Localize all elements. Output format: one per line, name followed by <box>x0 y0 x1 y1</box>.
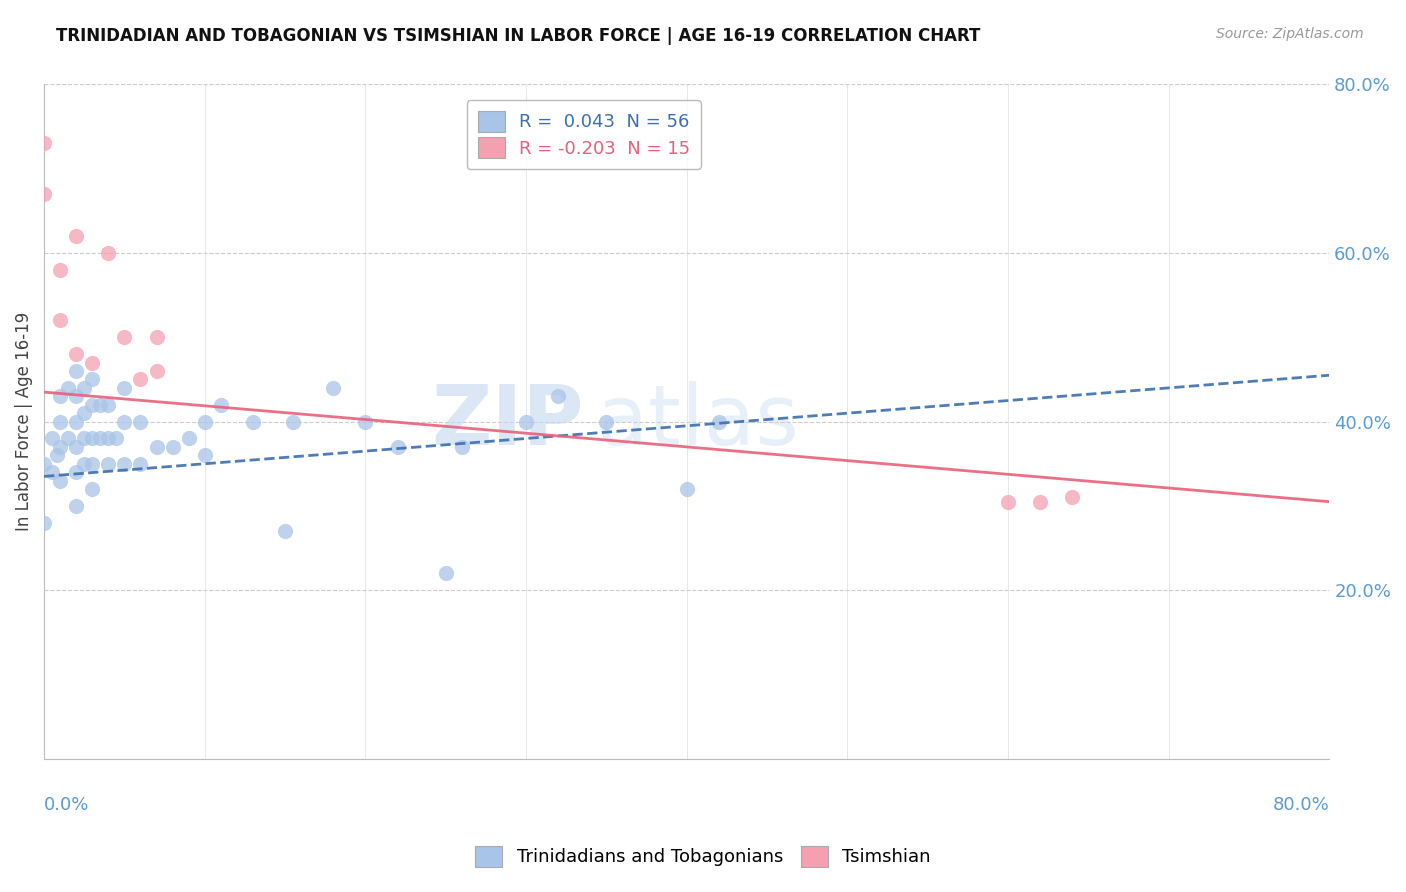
Text: 80.0%: 80.0% <box>1272 796 1329 814</box>
Text: TRINIDADIAN AND TOBAGONIAN VS TSIMSHIAN IN LABOR FORCE | AGE 16-19 CORRELATION C: TRINIDADIAN AND TOBAGONIAN VS TSIMSHIAN … <box>56 27 980 45</box>
Point <box>114 457 136 471</box>
Point <box>73 432 96 446</box>
Point <box>129 372 152 386</box>
Point <box>547 389 569 403</box>
Point <box>49 440 72 454</box>
Point <box>145 364 167 378</box>
Point <box>82 398 104 412</box>
Point <box>997 494 1019 508</box>
Point <box>65 364 87 378</box>
Point <box>194 415 217 429</box>
Point <box>274 524 297 539</box>
Point <box>97 457 120 471</box>
Point <box>450 440 472 454</box>
Point <box>1029 494 1052 508</box>
Text: Source: ZipAtlas.com: Source: ZipAtlas.com <box>1216 27 1364 41</box>
Point <box>82 482 104 496</box>
Point <box>194 448 217 462</box>
Point <box>49 474 72 488</box>
Point <box>675 482 697 496</box>
Text: 0.0%: 0.0% <box>44 796 90 814</box>
Point <box>97 246 120 260</box>
Point <box>434 566 457 581</box>
Point <box>73 406 96 420</box>
Point <box>129 457 152 471</box>
Point <box>41 465 63 479</box>
Point <box>73 457 96 471</box>
Point <box>82 457 104 471</box>
Point <box>32 136 55 151</box>
Point <box>65 347 87 361</box>
Point <box>46 448 69 462</box>
Point <box>32 516 55 530</box>
Point <box>89 398 111 412</box>
Point <box>49 389 72 403</box>
Point <box>49 313 72 327</box>
Point <box>58 381 80 395</box>
Point <box>32 457 55 471</box>
Point <box>49 263 72 277</box>
Legend: Trinidadians and Tobagonians, Tsimshian: Trinidadians and Tobagonians, Tsimshian <box>468 838 938 874</box>
Point <box>82 356 104 370</box>
Point <box>515 415 537 429</box>
Point <box>209 398 232 412</box>
Point <box>281 415 304 429</box>
Point <box>41 432 63 446</box>
Point <box>114 415 136 429</box>
Point <box>177 432 200 446</box>
Point <box>58 432 80 446</box>
Point <box>82 372 104 386</box>
Point <box>97 398 120 412</box>
Text: atlas: atlas <box>596 381 799 462</box>
Point <box>114 381 136 395</box>
Point <box>1062 491 1084 505</box>
Point <box>32 187 55 202</box>
Y-axis label: In Labor Force | Age 16-19: In Labor Force | Age 16-19 <box>15 312 32 532</box>
Legend: R =  0.043  N = 56, R = -0.203  N = 15: R = 0.043 N = 56, R = -0.203 N = 15 <box>467 100 702 169</box>
Point <box>322 381 344 395</box>
Point <box>73 381 96 395</box>
Point <box>242 415 264 429</box>
Point <box>89 432 111 446</box>
Point <box>65 440 87 454</box>
Point <box>65 499 87 513</box>
Point <box>707 415 730 429</box>
Point <box>97 432 120 446</box>
Point <box>145 440 167 454</box>
Text: ZIP: ZIP <box>432 381 583 462</box>
Point <box>595 415 617 429</box>
Point <box>354 415 377 429</box>
Point <box>387 440 409 454</box>
Point <box>65 389 87 403</box>
Point <box>145 330 167 344</box>
Point <box>82 432 104 446</box>
Point <box>65 465 87 479</box>
Point <box>129 415 152 429</box>
Point <box>49 415 72 429</box>
Point <box>114 330 136 344</box>
Point <box>65 415 87 429</box>
Point <box>105 432 128 446</box>
Point <box>65 229 87 244</box>
Point <box>162 440 184 454</box>
